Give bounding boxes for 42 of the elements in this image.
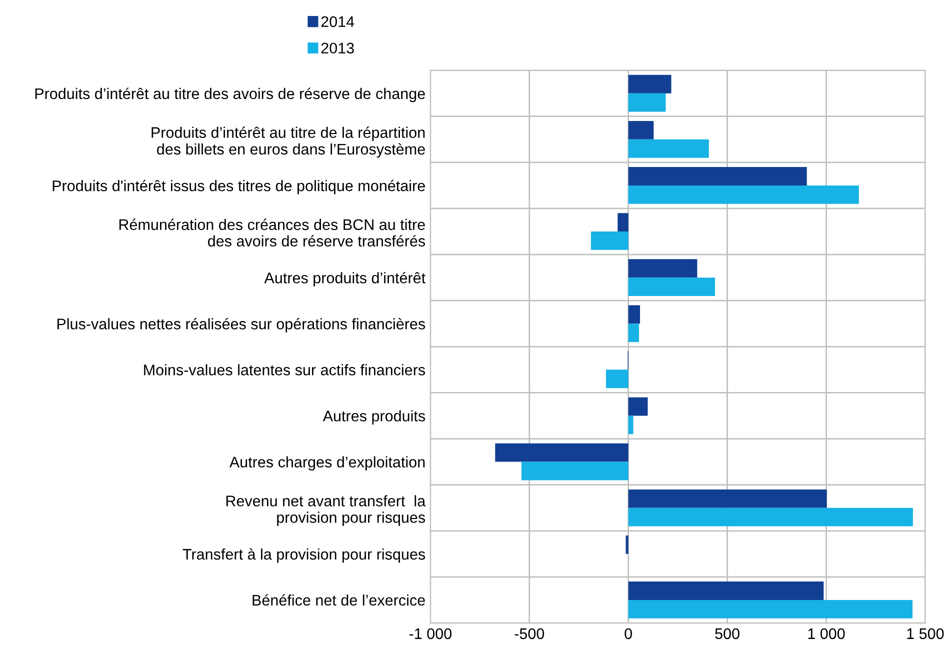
legend-label: 2014	[321, 16, 354, 28]
bar	[590, 232, 628, 250]
y-tick-label: Plus-values nettes réalisées sur opérations financières	[57, 318, 426, 332]
y-tick-label: Moins-values latentes sur actifs financiers	[144, 364, 426, 376]
bar	[628, 600, 913, 618]
bar	[628, 120, 654, 140]
y-tick-label: Produits d'intérêt issus des titres de politique monétaire	[52, 180, 425, 194]
y-tick-label: Produits d’intérêt au titre des avoirs de réserve de change	[35, 88, 425, 102]
y-tick-label: Revenu net avant transfert la provision pour risques	[226, 495, 426, 526]
bar	[628, 278, 716, 296]
y-tick-label: Rémunération des créances des BCN au titre des avoirs de réserve transférés	[119, 218, 426, 247]
bar	[628, 185, 859, 204]
bar	[628, 397, 648, 416]
y-tick-label: Bénéfice net de l’exercice	[252, 594, 425, 606]
x-tick-label: 1 500	[907, 628, 944, 640]
x-tick-label: -500	[514, 628, 544, 640]
y-tick-label: Autres produits	[322, 410, 426, 424]
bar	[628, 324, 640, 342]
bar	[628, 305, 640, 324]
bar	[618, 213, 628, 232]
bar	[628, 508, 913, 526]
legend-label: 2013	[321, 42, 354, 54]
bar	[628, 489, 827, 508]
bar	[521, 462, 628, 480]
bar	[628, 416, 634, 434]
x-tick-label: 1 000	[808, 628, 845, 640]
bar	[628, 582, 824, 600]
bar	[606, 370, 628, 388]
bar	[626, 535, 628, 554]
bar	[628, 167, 807, 186]
bar	[628, 93, 666, 112]
bar	[628, 74, 672, 94]
y-tick-label: Produits d’intérêt au titre de la répartition des billets en euros dans l’Eurosystème	[152, 126, 425, 158]
y-tick-label: Autres charges d’exploitation	[229, 456, 425, 471]
y-tick-label: Transfert à la provision pour risques	[182, 548, 426, 563]
bar	[628, 259, 698, 278]
bar	[628, 139, 709, 158]
x-tick-label: -1 000	[409, 628, 452, 640]
bar	[495, 443, 628, 462]
x-tick-label: 0	[624, 628, 632, 640]
x-tick-label: 500	[715, 628, 740, 640]
y-tick-label: Autres produits d’intérêt	[264, 272, 426, 286]
